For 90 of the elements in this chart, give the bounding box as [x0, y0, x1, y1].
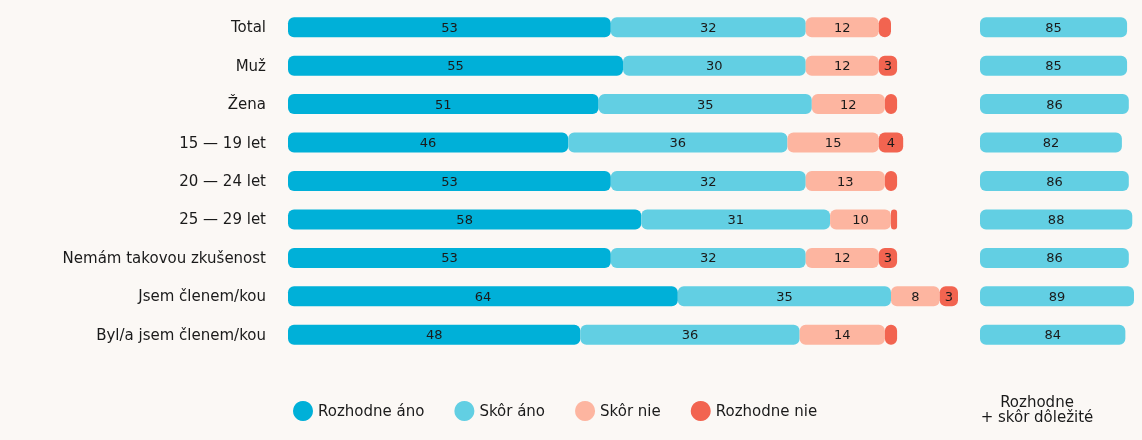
- data-label: 35: [776, 288, 793, 304]
- data-label: 3: [944, 288, 953, 304]
- data-label: 32: [700, 19, 717, 35]
- data-label: 64: [474, 288, 492, 304]
- data-label: 32: [700, 250, 717, 266]
- data-label: 82: [1042, 135, 1060, 151]
- bar: [610, 17, 806, 38]
- data-label: 8: [911, 288, 920, 304]
- bar: [623, 55, 806, 76]
- y-tick-label: Žena: [227, 94, 266, 114]
- data-label: 53: [441, 19, 458, 35]
- data-label: 3: [883, 58, 893, 74]
- bar: [980, 55, 1128, 76]
- bar: [891, 286, 940, 307]
- y-tick-label: Total: [229, 18, 266, 37]
- bar: [610, 247, 806, 268]
- bar: [980, 324, 1126, 345]
- data-label: 12: [840, 96, 857, 112]
- bar: [288, 209, 642, 230]
- bar: [830, 209, 891, 230]
- bar: [288, 324, 581, 345]
- data-label: 53: [441, 250, 458, 266]
- data-label: 86: [1046, 173, 1063, 189]
- data-label: 84: [1044, 327, 1061, 343]
- data-label: 36: [669, 135, 687, 151]
- legend-label: Skôr áno: [479, 402, 546, 420]
- y-tick-label: Byl/a jsem členem/kou: [96, 325, 266, 344]
- bar: [805, 247, 879, 268]
- data-label: 12: [834, 250, 851, 266]
- bar: [598, 94, 812, 115]
- bar: [980, 247, 1129, 268]
- bar: [980, 94, 1129, 115]
- y-tick-label: 20 — 24 let: [179, 172, 267, 190]
- bar: [288, 286, 678, 307]
- bar: [811, 94, 885, 115]
- data-label: 89: [1048, 288, 1066, 304]
- y-tick-label: 15 — 19 let: [179, 133, 267, 152]
- bar: [288, 247, 611, 268]
- bar: [580, 324, 800, 345]
- data-label: 86: [1046, 96, 1063, 112]
- data-label: 4: [886, 135, 896, 151]
- bar: [288, 171, 611, 191]
- bar: [568, 132, 788, 153]
- bar: [799, 324, 885, 345]
- bar: [288, 94, 599, 115]
- y-tick-label: Nemám takovou zkušenost: [62, 248, 267, 267]
- data-label: 35: [696, 96, 714, 112]
- data-label: 31: [727, 211, 744, 227]
- bar: [805, 55, 879, 76]
- legend-label: Skôr nie: [600, 402, 661, 420]
- data-label: 12: [834, 58, 851, 74]
- bar: [980, 171, 1129, 191]
- bar: [980, 286, 1134, 307]
- data-label: 85: [1045, 19, 1062, 35]
- data-label: 55: [447, 58, 464, 74]
- data-label: 88: [1047, 211, 1065, 227]
- data-label: 15: [824, 135, 842, 151]
- x-axis-title: Rozhodne + skôr dôležité: [980, 392, 1094, 426]
- data-label: 36: [681, 327, 699, 343]
- data-label: 51: [435, 96, 452, 112]
- data-label: 86: [1046, 250, 1063, 266]
- bar: [980, 17, 1128, 38]
- bar: [980, 132, 1122, 153]
- legend-label: Rozhodne nie: [715, 402, 818, 420]
- bar: [787, 132, 879, 153]
- data-label: 46: [419, 135, 437, 151]
- bar: [980, 209, 1133, 230]
- data-label: 3: [883, 250, 893, 266]
- data-label: 48: [425, 327, 443, 343]
- data-label: 58: [456, 211, 473, 227]
- bar: [288, 17, 611, 38]
- y-tick-label: Jsem členem/kou: [137, 287, 266, 306]
- legend-label: Rozhodne áno: [318, 402, 425, 420]
- bar: [805, 171, 885, 191]
- bar: [288, 55, 623, 76]
- y-tick-label: 25 — 29 let: [179, 210, 267, 229]
- data-label: 13: [837, 173, 854, 189]
- y-tick-label: Muž: [235, 56, 267, 75]
- data-label: 85: [1045, 58, 1062, 74]
- bar: [641, 209, 831, 230]
- data-label: 53: [441, 173, 458, 189]
- data-label: 10: [852, 211, 869, 227]
- data-label: 30: [706, 58, 723, 74]
- bar: [805, 17, 879, 38]
- data-label: 14: [834, 327, 851, 343]
- data-label: 12: [834, 19, 851, 35]
- bar: [677, 286, 891, 307]
- bar: [288, 132, 569, 153]
- data-label: 32: [700, 173, 717, 189]
- bar: [610, 171, 806, 191]
